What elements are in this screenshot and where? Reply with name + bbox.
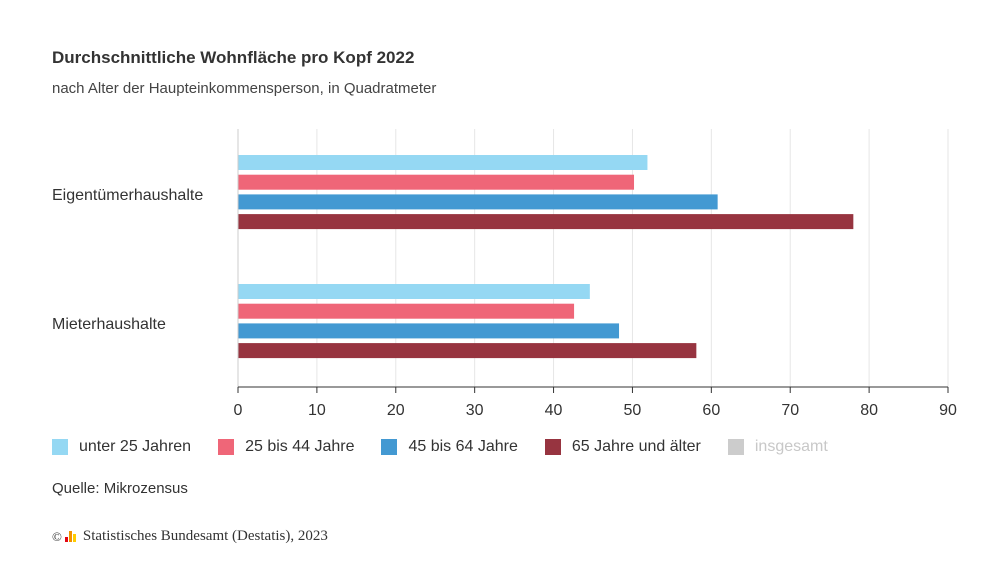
- x-tick-label: 40: [545, 402, 563, 419]
- legend: unter 25 Jahren 25 bis 44 Jahre 45 bis 6…: [52, 438, 855, 456]
- x-tick-label: 60: [702, 402, 720, 419]
- bar: [238, 323, 620, 339]
- x-tick-label: 50: [624, 402, 642, 419]
- legend-item-25-44[interactable]: 25 bis 44 Jahre: [218, 438, 354, 456]
- copyright: © Statistisches Bundesamt (Destatis), 20…: [52, 528, 328, 545]
- bar: [238, 303, 575, 319]
- chart-title: Durchschnittliche Wohnfläche pro Kopf 20…: [52, 48, 415, 67]
- bar: [238, 155, 648, 170]
- legend-item-65-plus[interactable]: 65 Jahre und älter: [544, 438, 701, 456]
- legend-label: 65 Jahre und älter: [571, 438, 701, 455]
- x-tick-label: 10: [308, 402, 326, 419]
- legend-label: 25 bis 44 Jahre: [245, 438, 355, 455]
- legend-swatch: [544, 439, 561, 455]
- legend-item-45-64[interactable]: 45 bis 64 Jahre: [381, 438, 518, 456]
- x-tick-label: 0: [234, 402, 243, 419]
- copyright-text: Statistisches Bundesamt (Destatis), 2023: [82, 528, 328, 544]
- source-note: Quelle: Mikrozensus: [52, 480, 188, 497]
- legend-item-insgesamt[interactable]: insgesamt: [727, 438, 828, 456]
- bar-chart: Eigentümerhaushalte Mieterhaushalte 0 10 20 3…: [52, 129, 957, 419]
- bar: [238, 174, 635, 190]
- legend-swatch: [727, 439, 744, 455]
- bar: [238, 194, 718, 210]
- x-tick-label: 20: [387, 402, 405, 419]
- category-label: Mieterhaushalte: [52, 316, 166, 333]
- category-label: Eigentümerhaushalte: [52, 187, 203, 204]
- legend-swatch: [218, 439, 235, 455]
- x-tick-label: 80: [860, 402, 878, 419]
- copyright-symbol: ©: [52, 528, 62, 544]
- x-tick-label: 90: [939, 402, 957, 419]
- bar: [238, 343, 697, 359]
- legend-label: unter 25 Jahren: [79, 438, 192, 455]
- destatis-logo-icon: [64, 531, 77, 542]
- bar: [238, 214, 854, 230]
- legend-label: 45 bis 64 Jahre: [408, 438, 518, 455]
- chart-subtitle: nach Alter der Haupteinkommensperson, in…: [52, 80, 437, 97]
- legend-item-unter-25[interactable]: unter 25 Jahren: [52, 438, 191, 456]
- legend-swatch: [52, 439, 68, 455]
- x-tick-label: 70: [781, 402, 799, 419]
- legend-swatch: [381, 439, 398, 455]
- x-tick-label: 30: [466, 402, 484, 419]
- legend-label: insgesamt: [754, 438, 828, 455]
- bar: [238, 284, 590, 299]
